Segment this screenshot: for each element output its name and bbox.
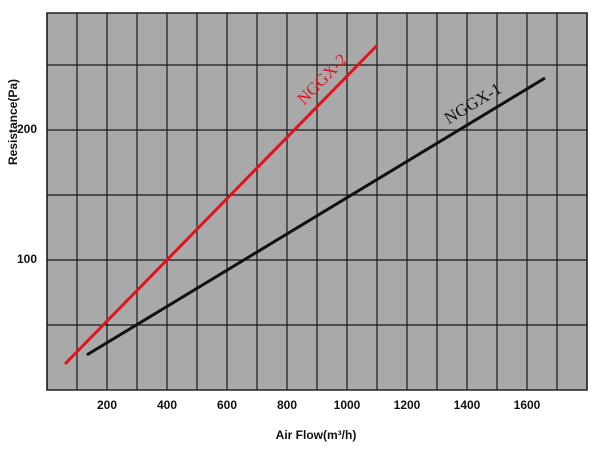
y-tick-label: 100 [17,252,37,266]
x-tick-label: 800 [277,398,297,412]
x-tick-label: 1000 [334,398,361,412]
x-tick-label: 1400 [454,398,481,412]
x-tick-label: 600 [217,398,237,412]
series-line [63,44,379,366]
x-axis-label: Air Flow(m³/h) [276,428,357,442]
series-line [86,76,546,357]
x-tick-label: 400 [157,398,177,412]
y-tick-label: 200 [17,122,37,136]
x-tick-label: 1200 [394,398,421,412]
x-tick-label: 200 [97,398,117,412]
x-tick-label: 1600 [514,398,541,412]
y-axis-label: Resistance(Pa) [6,79,20,165]
